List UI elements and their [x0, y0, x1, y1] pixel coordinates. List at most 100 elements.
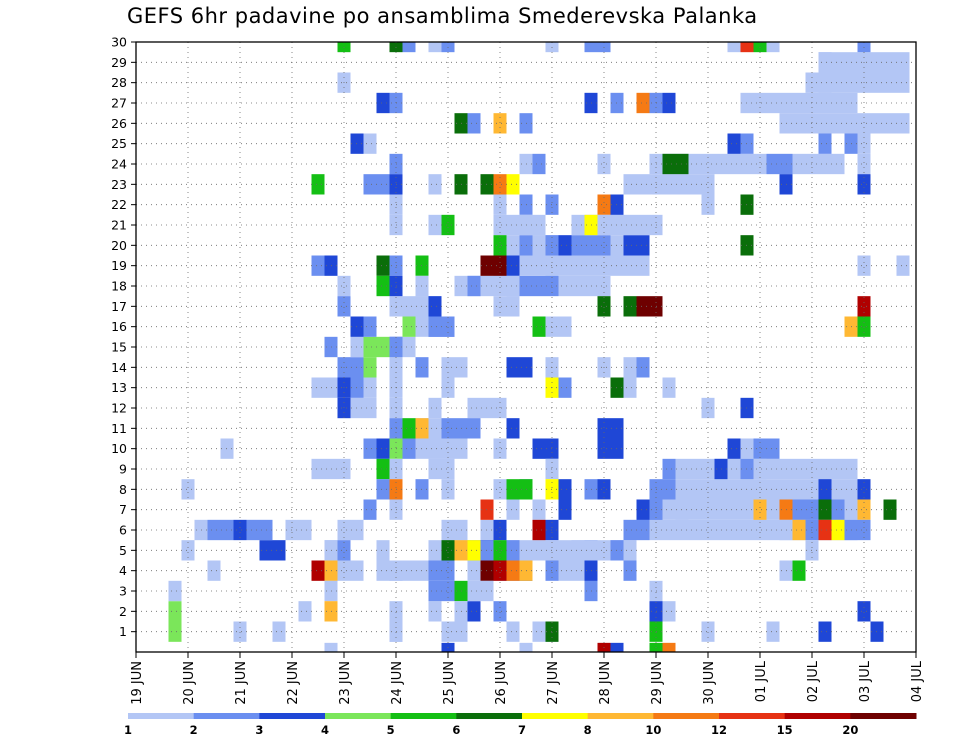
- x-axis: 19 JUN 20 JUN 21 JUN 22 JUN 23 JUN 24 JUN 25 J…: [130, 652, 925, 705]
- heatmap-cell: [493, 255, 507, 276]
- heatmap-cell: [467, 580, 481, 602]
- heatmap-cell: [636, 519, 650, 541]
- heatmap-cell: [207, 560, 221, 581]
- heatmap-cell: [558, 235, 572, 256]
- y-tick-label: 19: [111, 258, 127, 273]
- heatmap-cell: [558, 316, 572, 337]
- heatmap-cell: [441, 519, 455, 541]
- heatmap-cell: [701, 499, 715, 520]
- heatmap-cell: [623, 519, 637, 541]
- heatmap-cell: [727, 499, 741, 520]
- heatmap-cell: [272, 621, 286, 642]
- heatmap-cell: [597, 438, 611, 459]
- x-tick-label: 21 JUN: [234, 661, 249, 705]
- y-tick-label: 22: [111, 197, 127, 212]
- heatmap-cell: [311, 560, 325, 581]
- y-tick-label: 18: [111, 279, 127, 294]
- heatmap-cell: [376, 540, 390, 561]
- heatmap-cell: [519, 642, 533, 652]
- heatmap-cell: [402, 296, 416, 317]
- heatmap-cell: [493, 601, 507, 622]
- heatmap-cell: [883, 72, 897, 93]
- heatmap-cell: [441, 540, 455, 561]
- heatmap-cell: [402, 438, 416, 459]
- heatmap-cell: [363, 438, 377, 459]
- heatmap-cell: [506, 235, 520, 256]
- heatmap-cell: [662, 601, 676, 622]
- x-tick-label: 22 JUN: [286, 661, 301, 705]
- heatmap-cell: [493, 560, 507, 581]
- y-tick-label: 4: [119, 563, 127, 578]
- heatmap-cell: [493, 235, 507, 256]
- heatmap-cell: [662, 174, 676, 195]
- heatmap-cell: [467, 113, 481, 134]
- colorbar-label: 12: [711, 723, 727, 737]
- heatmap-cell: [402, 336, 416, 358]
- heatmap-cell: [857, 316, 871, 337]
- heatmap-cell: [818, 519, 832, 541]
- y-tick-label: 16: [111, 319, 127, 334]
- colorbar-label: 15: [777, 723, 793, 737]
- heatmap-cell: [727, 153, 741, 175]
- heatmap-cell: [623, 560, 637, 581]
- heatmap-cell: [233, 621, 247, 642]
- heatmap-cell: [428, 42, 442, 53]
- heatmap-cell: [428, 316, 442, 337]
- colorbar-swatch: [456, 713, 523, 719]
- heatmap-cell: [597, 275, 611, 297]
- heatmap-cell: [792, 519, 806, 541]
- heatmap-cell: [428, 540, 442, 561]
- heatmap-cell: [857, 519, 871, 541]
- heatmap-cell: [532, 275, 546, 297]
- y-tick-label: 23: [111, 177, 127, 192]
- heatmap-cell: [376, 275, 390, 297]
- heatmap-cell: [298, 519, 312, 541]
- y-tick-label: 3: [119, 584, 127, 599]
- y-tick-label: 17: [111, 299, 127, 314]
- heatmap-cell: [441, 316, 455, 337]
- heatmap-cell: [727, 519, 741, 541]
- heatmap-cell: [753, 153, 767, 175]
- heatmap-cell: [766, 519, 780, 541]
- heatmap-cell: [441, 458, 455, 480]
- heatmap-cell: [376, 560, 390, 581]
- heatmap-cell: [584, 42, 598, 53]
- heatmap-cell: [428, 397, 442, 419]
- colorbar-swatch: [719, 713, 786, 719]
- heatmap-cell: [428, 296, 442, 317]
- heatmap-cell: [558, 560, 572, 581]
- heatmap-cell: [363, 316, 377, 337]
- x-tick-label: 30 JUN: [702, 661, 717, 705]
- heatmap-cell: [506, 621, 520, 642]
- x-tick-label: 29 JUN: [650, 661, 665, 705]
- heatmap-cell: [493, 296, 507, 317]
- heatmap-cell: [636, 357, 650, 378]
- heatmap-cell: [337, 540, 351, 561]
- heatmap-cell: [610, 642, 624, 652]
- y-tick-label: 1: [119, 624, 127, 639]
- heatmap-cell: [363, 174, 377, 195]
- heatmap-cell: [597, 540, 611, 561]
- heatmap-cell: [701, 194, 715, 215]
- y-tick-label: 7: [119, 502, 127, 517]
- heatmap-cell: [558, 255, 572, 276]
- heatmap-cell: [636, 235, 650, 256]
- heatmap-cell: [623, 540, 637, 561]
- heatmap-cell: [701, 174, 715, 195]
- heatmap-cell: [506, 174, 520, 195]
- heatmap-cell: [740, 42, 754, 53]
- heatmap-cell: [636, 296, 650, 317]
- heatmap-cell: [532, 255, 546, 276]
- heatmap-cell: [831, 499, 845, 520]
- heatmap-cell: [428, 174, 442, 195]
- y-tick-label: 26: [111, 116, 127, 131]
- heatmap-cell: [623, 255, 637, 276]
- heatmap-cell: [818, 113, 832, 134]
- heatmap-cell: [688, 174, 702, 195]
- heatmap-cell: [818, 621, 832, 642]
- heatmap-cell: [493, 194, 507, 215]
- heatmap-cell: [558, 499, 572, 520]
- heatmap-cell: [831, 52, 845, 73]
- x-tick-label: 03 JUL: [858, 660, 873, 702]
- heatmap-cell: [506, 499, 520, 520]
